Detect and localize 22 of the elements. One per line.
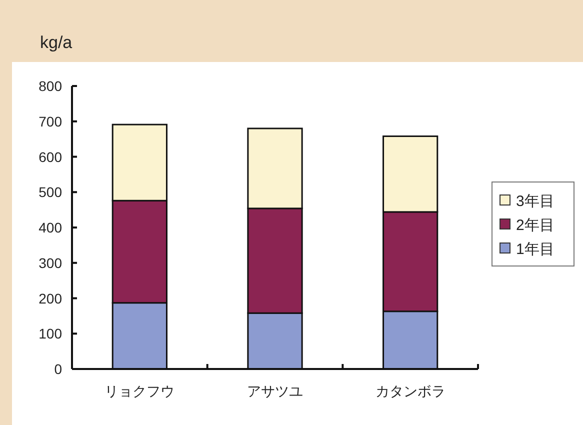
y-tick-label: 400 — [38, 220, 62, 236]
y-tick-label: 200 — [38, 290, 62, 306]
x-tick-label: リョクフウ — [104, 383, 175, 399]
y-tick-label: 500 — [38, 184, 62, 200]
bar — [112, 200, 168, 304]
y-tick-label: 700 — [38, 113, 62, 130]
bar — [112, 124, 168, 202]
bar — [382, 135, 438, 213]
y-tick-label: 800 — [38, 78, 62, 94]
y-axis-title: kg/a — [40, 33, 73, 52]
legend-label: 2年目 — [516, 217, 554, 234]
y-tick-label: 300 — [38, 254, 62, 271]
legend-label: 1年目 — [516, 241, 554, 258]
bar — [247, 208, 303, 314]
y-tick-label: 100 — [38, 326, 62, 342]
y-tick-label: 600 — [38, 148, 62, 165]
bar — [247, 128, 303, 210]
bar — [382, 211, 438, 312]
y-tick-label: 0 — [54, 361, 62, 377]
x-tick-label: アサツユ — [247, 383, 303, 399]
legend-label: 3年目 — [516, 193, 554, 210]
x-tick-label: カタンボラ — [375, 383, 446, 399]
